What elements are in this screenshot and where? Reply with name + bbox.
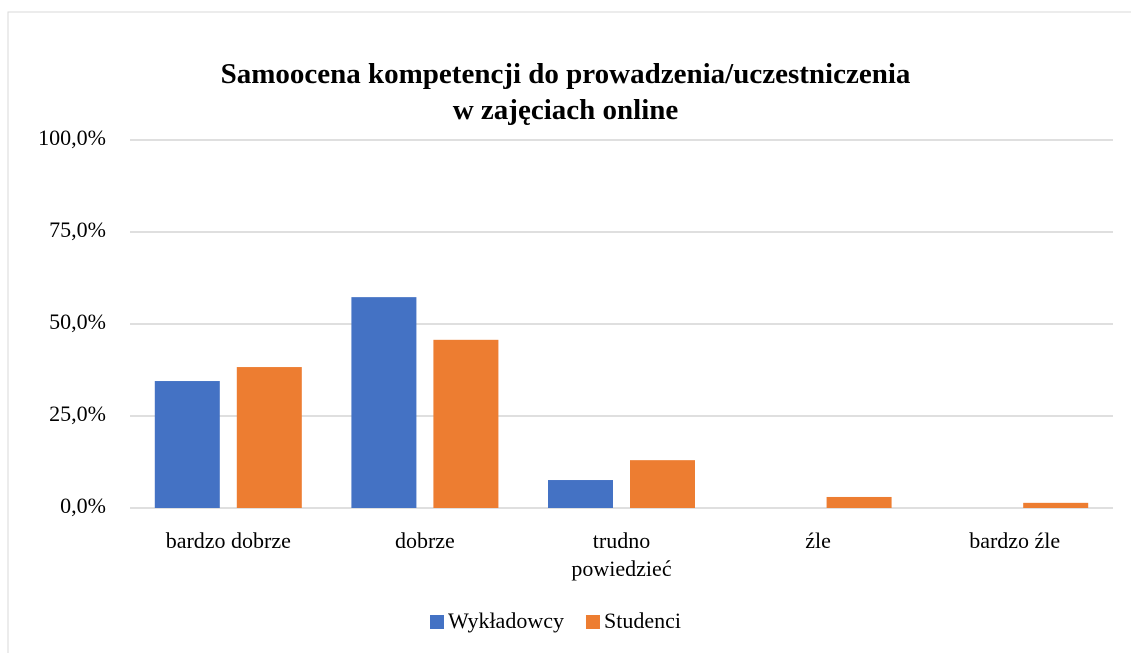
y-tick-label: 100,0% bbox=[38, 125, 106, 150]
chart-title: Samoocena kompetencji do prowadzenia/ucz… bbox=[220, 58, 911, 90]
y-tick-label: 25,0% bbox=[49, 401, 106, 426]
legend-label: Wykładowcy bbox=[448, 608, 564, 633]
chart-title: w zajęciach online bbox=[452, 94, 679, 126]
legend-swatch bbox=[430, 615, 444, 629]
bar bbox=[630, 460, 695, 508]
bar bbox=[154, 381, 220, 508]
x-tick-label: trudno powiedzieć bbox=[571, 528, 672, 581]
y-tick-label: 0,0% bbox=[60, 493, 106, 518]
x-tick-label: bardzo źle bbox=[969, 528, 1061, 553]
y-tick-label: 75,0% bbox=[49, 217, 106, 242]
bar bbox=[826, 496, 892, 508]
chart-frame bbox=[7, 11, 1131, 653]
y-tick-label: 50,0% bbox=[49, 309, 106, 334]
bar bbox=[236, 367, 302, 508]
legend-label: Studenci bbox=[604, 608, 681, 633]
bar bbox=[1023, 502, 1089, 508]
x-tick-label: źle bbox=[805, 528, 831, 553]
bar bbox=[548, 480, 613, 508]
bar bbox=[433, 339, 499, 508]
legend-swatch bbox=[585, 615, 600, 629]
bar bbox=[351, 297, 417, 508]
x-tick-label: dobrze bbox=[394, 528, 455, 553]
x-tick-label: bardzo dobrze bbox=[165, 528, 291, 553]
